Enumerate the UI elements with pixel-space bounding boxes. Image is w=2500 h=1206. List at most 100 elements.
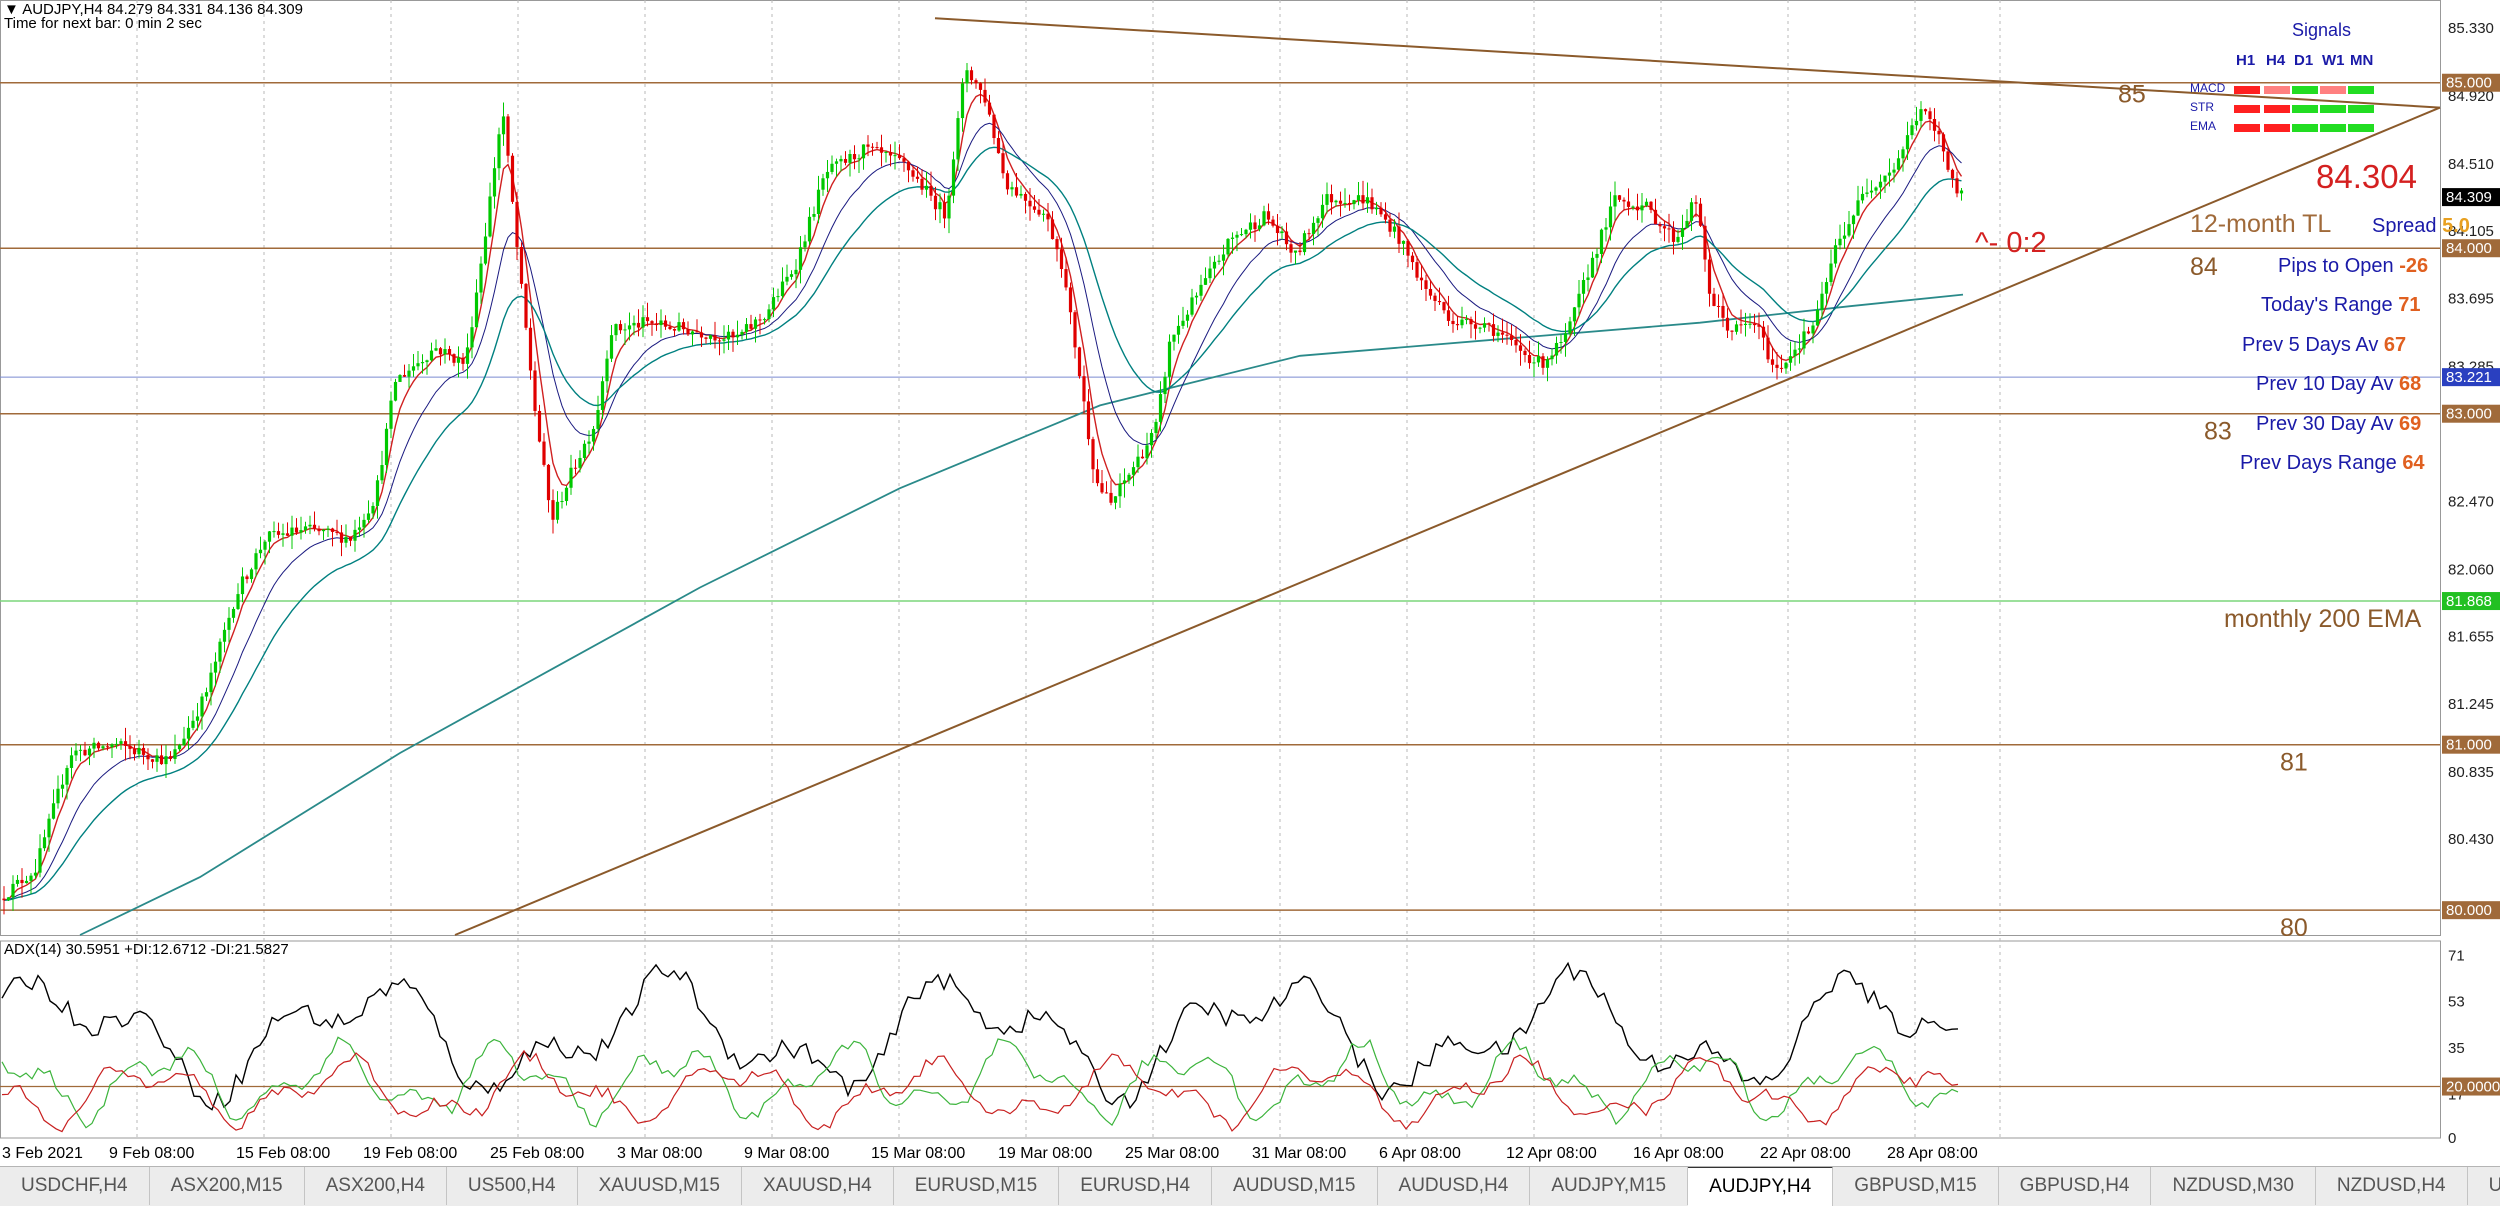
chart-tab[interactable]: NZDUSD,H4 bbox=[2316, 1167, 2468, 1205]
candle-body bbox=[1896, 158, 1901, 170]
chart-tab[interactable]: NZDUSD,M30 bbox=[2151, 1167, 2316, 1205]
candle bbox=[1703, 216, 1707, 272]
candle bbox=[267, 530, 272, 554]
candle bbox=[1928, 107, 1932, 131]
candle bbox=[326, 525, 330, 537]
candle-body bbox=[1617, 195, 1622, 200]
candle-body bbox=[695, 331, 699, 333]
chart-tab[interactable]: USDCHF,H4 bbox=[0, 1167, 150, 1205]
candle-body bbox=[1847, 224, 1851, 236]
candle-body bbox=[1397, 226, 1401, 244]
candle bbox=[402, 364, 407, 378]
adx-level-tag-bg bbox=[2442, 1077, 2500, 1096]
tl-label: 12-month TL bbox=[2190, 210, 2332, 238]
candle-body bbox=[654, 323, 659, 326]
candle bbox=[204, 687, 209, 701]
candle bbox=[411, 354, 416, 377]
candle-body bbox=[1959, 190, 1964, 194]
candle-body bbox=[906, 161, 911, 171]
candle-body bbox=[1563, 333, 1568, 342]
bar-timer: Time for next bar: 0 min 2 sec bbox=[4, 15, 202, 32]
candle bbox=[1163, 371, 1167, 404]
level-tag-text: 83.000 bbox=[2446, 406, 2492, 423]
adx-label: ADX(14) 30.5951 +DI:12.6712 -DI:21.5827 bbox=[4, 941, 289, 958]
chart-tab[interactable]: US500,H4 bbox=[447, 1167, 578, 1205]
plus-di-line bbox=[1, 1036, 1959, 1129]
candle bbox=[101, 744, 105, 751]
candle bbox=[1100, 470, 1104, 494]
candle bbox=[47, 813, 51, 852]
candle bbox=[281, 523, 285, 547]
chart-tab[interactable]: AUDJPY,M15 bbox=[1530, 1167, 1689, 1205]
price-tick-label: 82.060 bbox=[2448, 561, 2494, 578]
ema-fast-line bbox=[3, 93, 1963, 901]
candle bbox=[371, 502, 375, 520]
candle bbox=[762, 317, 767, 325]
candle-body bbox=[713, 335, 717, 341]
candle-body bbox=[1158, 394, 1163, 422]
candle bbox=[654, 312, 659, 331]
candle-body bbox=[911, 170, 915, 177]
candle-body bbox=[915, 176, 920, 179]
candle-body bbox=[1901, 149, 1905, 159]
chart-tab[interactable]: ASX200,M15 bbox=[150, 1167, 305, 1205]
candle-body bbox=[1725, 317, 1730, 331]
candle bbox=[83, 741, 87, 757]
chart-tab[interactable]: XAUUSD,H4 bbox=[742, 1167, 894, 1205]
candle-body bbox=[596, 409, 600, 429]
candle-body bbox=[456, 357, 461, 363]
chart-tab[interactable]: USDJPY,M15 bbox=[2468, 1167, 2500, 1205]
candle-body bbox=[254, 553, 258, 570]
today-value: 71 bbox=[2398, 294, 2421, 316]
candle bbox=[1419, 264, 1424, 291]
candle bbox=[375, 475, 380, 519]
candle bbox=[1136, 444, 1140, 473]
chart-tab[interactable]: AUDJPY,H4 bbox=[1688, 1167, 1834, 1206]
candle bbox=[1392, 219, 1397, 239]
collapse-triangle-icon[interactable]: ▼ bbox=[4, 1, 19, 18]
candle-body bbox=[564, 487, 569, 502]
chart-tab[interactable]: EURUSD,M15 bbox=[894, 1167, 1060, 1205]
candle-body bbox=[1653, 209, 1658, 225]
candle-body bbox=[1352, 200, 1356, 205]
candle bbox=[1563, 323, 1568, 357]
candle bbox=[1752, 313, 1757, 333]
chart-tab[interactable]: AUDUSD,H4 bbox=[1378, 1167, 1531, 1205]
chart-tab[interactable]: GBPUSD,M15 bbox=[1833, 1167, 1999, 1205]
candle bbox=[884, 150, 888, 163]
signal-column-h1: H1 bbox=[2236, 52, 2256, 69]
candle-body bbox=[74, 750, 78, 756]
chart-tab[interactable]: XAUUSD,M15 bbox=[578, 1167, 742, 1205]
candle-body bbox=[2, 898, 6, 901]
candle bbox=[1019, 185, 1023, 199]
candle bbox=[339, 525, 344, 557]
candle-body bbox=[1095, 469, 1100, 484]
candle bbox=[1253, 215, 1257, 242]
candle-body bbox=[1361, 195, 1365, 204]
candle bbox=[434, 339, 438, 352]
candle-body bbox=[1028, 200, 1032, 207]
current-price-tag-bg bbox=[2442, 188, 2500, 207]
candle-body bbox=[1001, 153, 1005, 174]
chart-tab[interactable]: AUDUSD,M15 bbox=[1212, 1167, 1378, 1205]
candle bbox=[726, 325, 731, 350]
candle bbox=[1838, 224, 1842, 250]
candle bbox=[1491, 313, 1496, 342]
candle bbox=[1473, 310, 1478, 340]
candle-body bbox=[1284, 231, 1289, 245]
candle bbox=[551, 489, 555, 534]
candle-body bbox=[519, 246, 524, 284]
candle-body bbox=[821, 178, 825, 190]
candle bbox=[785, 264, 789, 286]
candle bbox=[1496, 325, 1500, 343]
candle bbox=[15, 874, 20, 887]
candle-body bbox=[1487, 323, 1491, 325]
chart-tab[interactable]: ASX200,H4 bbox=[305, 1167, 447, 1205]
chart-tab[interactable]: EURUSD,H4 bbox=[1059, 1167, 1213, 1205]
candle-body bbox=[920, 178, 924, 190]
candle bbox=[686, 321, 690, 337]
chart-tab[interactable]: GBPUSD,H4 bbox=[1999, 1167, 2152, 1205]
chart-canvas[interactable]: 85.33084.92084.51084.10583.69583.28582.4… bbox=[0, 0, 2500, 1166]
candle-body bbox=[1257, 225, 1262, 230]
candle-body bbox=[1113, 496, 1118, 503]
